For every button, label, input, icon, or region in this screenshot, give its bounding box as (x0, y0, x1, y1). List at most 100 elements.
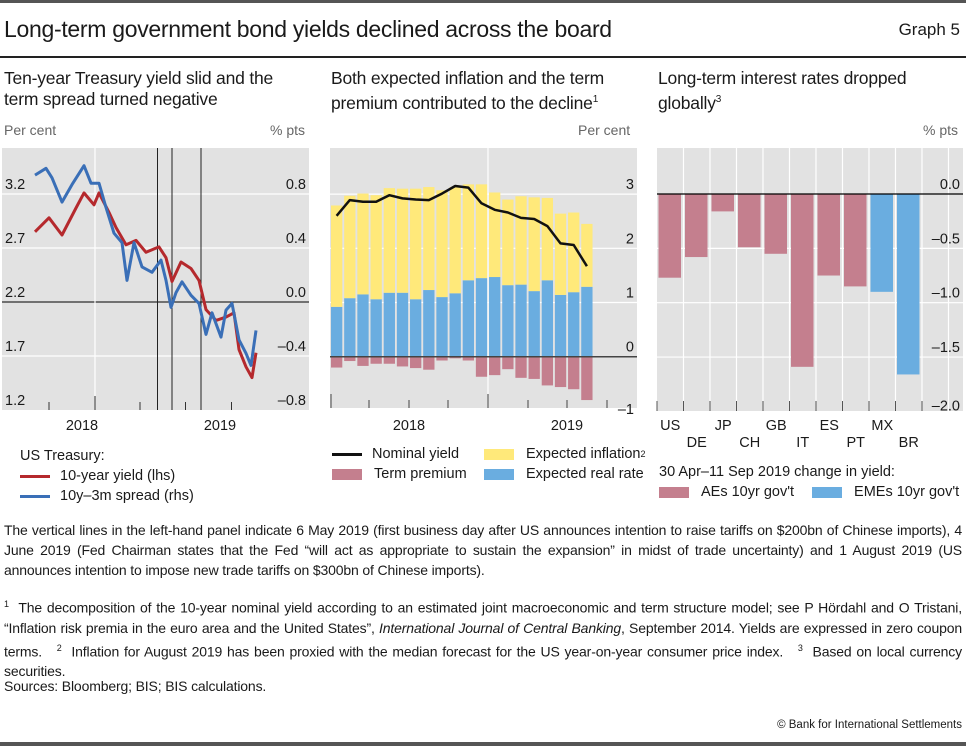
bar-expected-real-rate (331, 306, 343, 357)
x-tick-label: 2019 (204, 418, 236, 434)
legend-swatch-red-line (20, 474, 50, 478)
left-legend-heading: US Treasury: (20, 448, 105, 464)
bar-es (817, 194, 840, 276)
bar-us (658, 194, 681, 278)
middle-panel-title: Both expected inflation and the term pre… (331, 68, 604, 114)
bar-expected-real-rate (502, 285, 514, 357)
bar-term-premium (568, 356, 580, 390)
bar-term-premium (449, 356, 461, 359)
y-tick-label: 3 (626, 177, 634, 193)
bar-pt (844, 194, 867, 287)
bar-term-premium (436, 356, 448, 361)
bar-expected-inflation (554, 213, 567, 295)
bar-expected-inflation (462, 184, 474, 281)
legend-swatch-pink (659, 486, 689, 498)
legend-swatch-blue-line (20, 494, 50, 498)
bar-expected-real-rate (568, 292, 580, 357)
y-tick-label: –1.0 (932, 286, 960, 302)
y-tick-label-left: 2.2 (5, 285, 25, 301)
bar-br (897, 194, 920, 375)
legend-item-spread: 10y–3m spread (rhs) (20, 486, 194, 506)
right-legend-items: AEs 10yr gov't EMEs 10yr gov't (659, 482, 959, 502)
left-unit-lhs: Per cent (4, 122, 57, 138)
bar-term-premium (528, 356, 540, 379)
bar-term-premium (541, 356, 554, 386)
y-tick-label-right: 0.8 (286, 177, 306, 193)
right-panel-title: Long-term interest rates dropped globall… (658, 68, 907, 114)
bar-term-premium (515, 356, 527, 378)
right-unit: % pts (923, 122, 959, 138)
bar-term-premium (423, 356, 435, 370)
fn3-text: Based on local currency securities. (4, 643, 962, 680)
bar-expected-real-rate (515, 284, 527, 357)
fn1-journal: International Journal of Central Banking (379, 619, 622, 636)
bar-ch (738, 194, 761, 248)
bar-expected-real-rate (489, 277, 501, 357)
y-tick-label: –0.5 (932, 231, 960, 247)
bar-expected-real-rate (462, 280, 474, 357)
bar-expected-inflation (528, 197, 540, 292)
bar-expected-real-rate (475, 278, 488, 357)
bar-expected-real-rate (423, 290, 435, 357)
bar-term-premium (475, 356, 488, 377)
x-category-label: IT (796, 435, 809, 451)
bottom-border (0, 742, 966, 746)
bar-expected-inflation (396, 188, 409, 293)
y-tick-label-right: –0.4 (278, 339, 306, 355)
bar-expected-real-rate (436, 297, 448, 357)
bar-expected-inflation (410, 188, 422, 300)
bar-expected-real-rate (554, 294, 567, 357)
bar-expected-inflation (475, 184, 488, 279)
legend-item-expected-real-rate: Expected real rate (484, 464, 644, 484)
bar-expected-real-rate (410, 299, 422, 357)
x-tick-label: 2018 (393, 418, 425, 434)
right-panel-title-line2: globally (658, 92, 716, 113)
left-panel-title-line2: term spread turned negative (4, 89, 218, 109)
left-unit-rhs: % pts (270, 122, 306, 138)
left-legend: US Treasury: 10-year yield (lhs) 10y–3m … (20, 446, 194, 506)
bar-expected-inflation (331, 205, 343, 307)
bar-expected-real-rate (541, 280, 554, 357)
series-line-nominal-yield (335, 184, 588, 267)
bar-term-premium (383, 356, 395, 364)
bar-term-premium (489, 356, 501, 376)
legend-swatch-yellow (484, 448, 514, 460)
title-rule (0, 56, 966, 58)
bar-expected-inflation (449, 187, 461, 294)
bar-expected-real-rate (449, 293, 461, 357)
x-category-label: PT (846, 435, 865, 451)
legend-label: EMEs 10yr gov't (854, 484, 960, 500)
x-category-label: ES (820, 418, 839, 434)
bar-expected-inflation (370, 195, 382, 300)
bar-term-premium (396, 356, 409, 367)
legend-item-expected-inflation: Expected inflation 2 (484, 444, 645, 464)
x-category-label: GB (766, 418, 787, 434)
right-legend-heading: 30 Apr–11 Sep 2019 change in yield: (659, 464, 895, 480)
bar-expected-real-rate (357, 294, 369, 357)
y-tick-label: –1.5 (932, 340, 960, 356)
bar-expected-inflation (344, 195, 356, 299)
bar-expected-real-rate (581, 286, 593, 357)
legend-swatch-black-line (332, 452, 362, 456)
fn2-marker: 2 (56, 642, 62, 653)
legend-label: Expected real rate (526, 466, 644, 482)
y-tick-label: 1 (626, 286, 634, 302)
y-tick-label-left: 1.7 (5, 339, 25, 355)
bar-expected-inflation (515, 196, 527, 285)
bar-expected-inflation (581, 223, 593, 287)
legend-label: Nominal yield (372, 446, 460, 462)
x-category-label: CH (739, 435, 760, 451)
bar-expected-inflation (541, 197, 554, 281)
bar-expected-inflation (489, 192, 501, 278)
bar-expected-real-rate (344, 298, 356, 357)
notes-main: The vertical lines in the left-hand pane… (4, 522, 962, 578)
bar-term-premium (581, 356, 593, 401)
bar-expected-inflation (436, 190, 448, 298)
series-line-spread (34, 164, 258, 367)
bar-term-premium (370, 356, 382, 364)
legend-item-term-premium: Term premium (332, 464, 467, 484)
legend-swatch-blue (812, 486, 843, 498)
legend-label: AEs 10yr gov't (701, 484, 795, 500)
graph-title: Long-term government bond yields decline… (4, 16, 612, 42)
